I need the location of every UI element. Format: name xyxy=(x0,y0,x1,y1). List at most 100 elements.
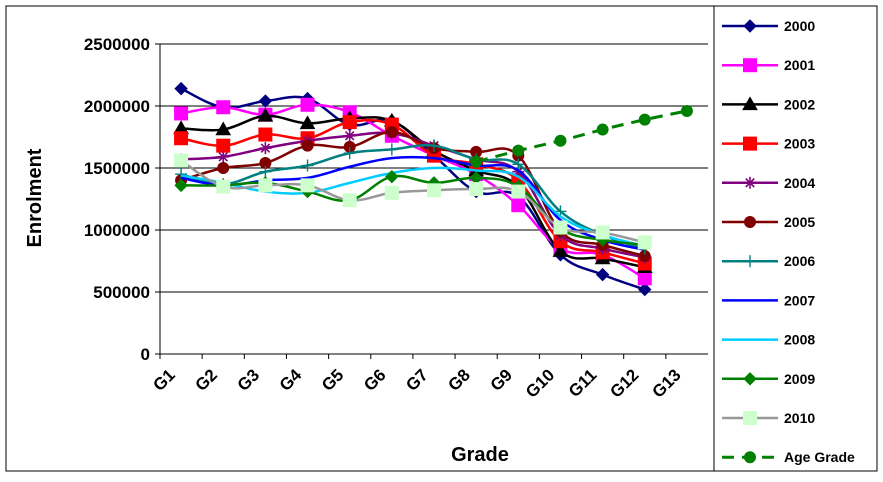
legend-entry: 2000 xyxy=(722,18,815,34)
legend-entry: 2008 xyxy=(722,332,815,348)
data-point xyxy=(744,451,756,464)
data-point xyxy=(215,121,232,136)
data-point xyxy=(743,136,757,151)
grid-lines xyxy=(160,43,708,293)
legend-label: 2002 xyxy=(784,96,815,112)
data-point xyxy=(259,165,272,178)
data-point xyxy=(384,185,399,200)
series-age-grade xyxy=(470,104,693,168)
data-point xyxy=(342,115,357,130)
data-point xyxy=(216,138,231,153)
marker-stroke xyxy=(745,178,755,188)
marker-stroke xyxy=(344,130,355,141)
data-point xyxy=(743,411,757,425)
data-point xyxy=(385,169,399,184)
y-tick-label: 2000000 xyxy=(84,97,150,116)
legend-label: 2005 xyxy=(784,214,815,230)
data-point xyxy=(301,159,314,172)
data-point xyxy=(469,182,484,197)
legend-label: 2007 xyxy=(784,292,815,308)
legend-entry: 2004 xyxy=(722,175,815,191)
marker-stroke xyxy=(218,152,228,162)
legend-entry: Age Grade xyxy=(722,449,855,465)
data-point xyxy=(174,131,189,146)
legend-entry: 2002 xyxy=(722,96,815,112)
data-point xyxy=(217,162,230,174)
data-point xyxy=(638,282,652,297)
legend-entry: 2005 xyxy=(722,214,815,230)
legend-entry: 2001 xyxy=(722,57,815,73)
data-point xyxy=(258,127,273,142)
data-point xyxy=(299,115,316,130)
data-point xyxy=(743,58,757,73)
marker-stroke xyxy=(260,143,271,153)
legend-label: 2001 xyxy=(784,57,815,73)
data-point xyxy=(300,97,315,112)
data-point xyxy=(343,147,356,160)
data-point xyxy=(342,193,357,208)
legend-label: 2000 xyxy=(784,18,815,34)
data-point xyxy=(512,158,525,171)
data-point xyxy=(743,19,757,33)
data-point xyxy=(552,243,569,257)
data-point xyxy=(595,225,610,240)
legend-label: 2009 xyxy=(784,371,815,387)
y-tick-label: 500000 xyxy=(93,283,150,302)
y-axis-label: Enrolment xyxy=(24,148,46,247)
legend-label: 2008 xyxy=(784,332,815,348)
data-point xyxy=(216,179,231,194)
legend-entry: 2007 xyxy=(722,292,815,308)
data-point xyxy=(742,96,758,111)
data-point xyxy=(300,178,315,193)
data-point xyxy=(511,184,526,199)
data-point xyxy=(596,123,609,136)
series-line xyxy=(475,109,688,164)
legend-entry: 2009 xyxy=(722,371,815,387)
data-point xyxy=(174,178,188,193)
data-point xyxy=(301,139,314,152)
data-point xyxy=(257,107,274,122)
data-point xyxy=(258,178,273,193)
data-point xyxy=(258,94,273,108)
y-axis: 0 500000 1000000 1500000 2000000 2500000 xyxy=(84,35,161,364)
data-point xyxy=(637,235,652,250)
legend-label: 2004 xyxy=(784,175,815,191)
data-point xyxy=(428,139,440,152)
series-line xyxy=(180,144,646,250)
data-point xyxy=(259,142,272,155)
data-point xyxy=(174,106,189,121)
y-tick-label: 1500000 xyxy=(84,159,150,178)
data-point xyxy=(470,155,483,168)
data-point xyxy=(174,81,188,96)
data-point xyxy=(216,100,231,115)
series-2010 xyxy=(174,153,652,250)
data-point xyxy=(385,143,398,156)
data-point xyxy=(638,113,651,126)
legend-box xyxy=(713,5,878,472)
legend-label: 2010 xyxy=(784,410,815,426)
data-point xyxy=(554,134,567,147)
legend-entry: 2003 xyxy=(722,136,815,152)
data-point xyxy=(680,104,693,117)
data-point xyxy=(174,153,189,168)
legend: 2000 2001 2002 2003 2004 2005 2006 2007 2008 2009… xyxy=(722,18,855,465)
data-point xyxy=(637,271,652,286)
legend-label: 2006 xyxy=(784,253,815,269)
legend-label: 2003 xyxy=(784,136,815,152)
legend-label: Age Grade xyxy=(784,449,855,465)
data-point xyxy=(427,183,441,198)
legend-entry: 2006 xyxy=(722,253,815,269)
y-tick-label: 2500000 xyxy=(84,35,150,54)
x-axis-label: Grade xyxy=(451,444,509,466)
data-point xyxy=(743,372,757,386)
data-point xyxy=(744,216,756,228)
data-point xyxy=(511,198,526,213)
data-point xyxy=(217,150,230,163)
data-point xyxy=(744,255,756,268)
data-point xyxy=(595,267,610,282)
data-point xyxy=(385,126,398,139)
data-point xyxy=(343,129,356,142)
plot-series xyxy=(173,81,693,297)
y-tick-label: 1000000 xyxy=(84,221,150,240)
